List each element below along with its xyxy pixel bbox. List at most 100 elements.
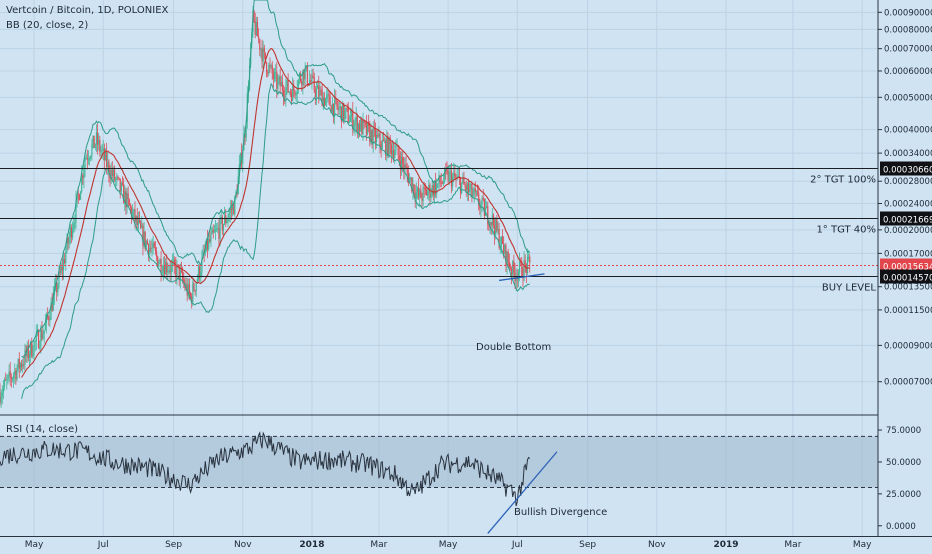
candle-body (302, 69, 304, 86)
candle-body (297, 80, 299, 90)
candle-body (360, 119, 362, 131)
candle-body (8, 371, 10, 376)
candle-body (174, 259, 176, 266)
candle-body (115, 179, 117, 181)
candle-body (233, 204, 235, 215)
candle-body (94, 144, 96, 148)
candle-body (422, 187, 424, 201)
candle-body (275, 71, 277, 73)
candle-body (376, 134, 378, 143)
candle-body (56, 281, 58, 293)
candle-body (93, 135, 95, 148)
candle-body (430, 194, 432, 198)
candle-body (402, 156, 404, 164)
candle-body (352, 110, 354, 130)
candle-body (406, 167, 408, 173)
candle-body (239, 153, 242, 165)
candle-body (320, 89, 322, 91)
candle-body (528, 256, 530, 258)
candle-body (473, 188, 475, 195)
candle-body (52, 295, 54, 311)
rsi-indicator-label[interactable]: RSI (14, close) (6, 424, 79, 435)
candle-body (197, 266, 200, 279)
candle-body (195, 282, 197, 291)
candle-body (129, 205, 132, 208)
candle-body (421, 197, 423, 201)
candle-body (347, 108, 349, 123)
candle-body (295, 94, 297, 96)
price-tick-label: 0.00007000 (884, 378, 932, 388)
candle-body (488, 224, 490, 227)
candle-body (43, 330, 45, 335)
bb-indicator-label[interactable]: BB (20, close, 2) (6, 20, 89, 31)
candle-body (68, 237, 70, 244)
candle-body (285, 87, 287, 98)
candle-body (90, 155, 92, 159)
candle-body (341, 102, 344, 122)
candle-body (315, 88, 318, 97)
candle-body (210, 234, 212, 242)
time-tick-label: 2019 (713, 540, 738, 550)
candle-body (513, 261, 515, 273)
candle-body (515, 276, 517, 282)
candle-body (99, 139, 101, 152)
bullish-divergence-annotation: Bullish Divergence (514, 507, 608, 518)
candle-body (312, 75, 314, 78)
candle-body (152, 242, 154, 249)
candle-body (466, 183, 468, 192)
candle-body (389, 137, 391, 145)
candle-body (98, 139, 100, 145)
candle-body (490, 222, 492, 226)
candle-body (378, 133, 380, 137)
candle-body (529, 256, 531, 263)
time-tick-label: Mar (370, 540, 387, 550)
candle-body (383, 140, 386, 142)
candle-body (57, 285, 59, 293)
candle-body (396, 145, 398, 147)
rsi-pane (0, 414, 932, 507)
candle-body (213, 231, 215, 233)
candle-body (467, 183, 470, 192)
candle-body (318, 85, 320, 97)
candle-body (338, 108, 340, 111)
candle-body (304, 69, 306, 80)
candle-body (489, 222, 491, 227)
candle-body (96, 132, 99, 145)
candle-body (282, 90, 285, 97)
candle-body (217, 228, 219, 229)
candle-body (313, 77, 315, 91)
candle-body (169, 270, 171, 273)
candle-body (322, 97, 324, 107)
candle-body (339, 106, 341, 109)
candle-body (154, 247, 157, 251)
candle-body (373, 127, 375, 130)
candle-body (219, 217, 221, 239)
candle-body (148, 244, 150, 255)
candle-body (441, 182, 444, 184)
time-tick-label: May (439, 540, 458, 550)
candle-body (14, 370, 16, 375)
candle-body (146, 241, 149, 245)
candle-body (503, 243, 505, 254)
candle-body (110, 169, 112, 179)
bb-upper-band (21, 0, 531, 359)
candle-body (331, 103, 333, 113)
candle-body (107, 161, 109, 168)
candle-body (33, 341, 35, 355)
candle-body (42, 334, 44, 339)
symbol-title: Vertcoin / Bitcoin, 1D, POLONIEX (6, 5, 169, 16)
time-tick-label: Mar (784, 540, 801, 550)
candle-body (349, 117, 352, 122)
candle-body (390, 144, 392, 155)
candle-body (5, 379, 7, 381)
candle-body (170, 264, 172, 273)
candle-body (102, 148, 104, 151)
candle-body (167, 271, 169, 273)
candle-body (387, 136, 389, 156)
candle-body (271, 65, 273, 74)
candle-body (408, 177, 411, 183)
candle-body (415, 191, 417, 200)
candle-body (189, 293, 192, 297)
candle-body (288, 91, 290, 93)
